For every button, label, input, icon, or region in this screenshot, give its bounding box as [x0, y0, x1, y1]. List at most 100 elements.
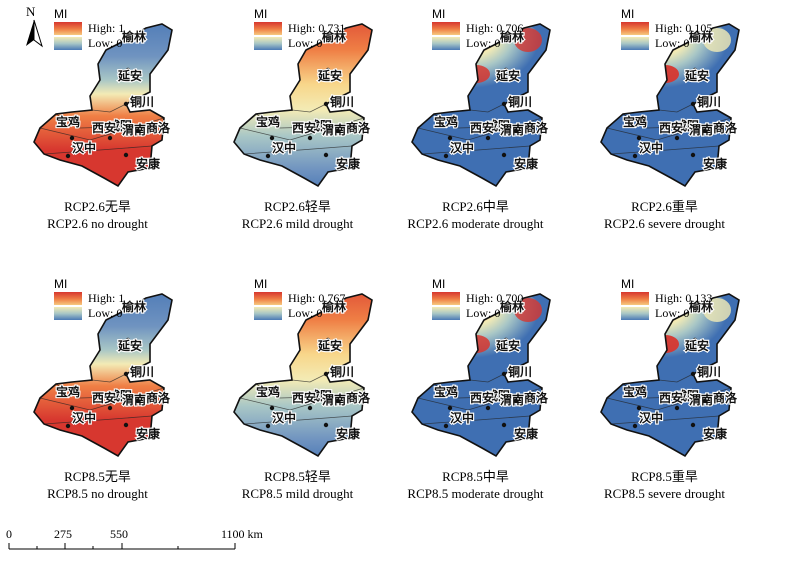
city-label: 汉中	[272, 140, 296, 155]
city-label: 渭南	[500, 392, 524, 407]
city-label: 渭南	[322, 122, 346, 137]
legend-high-label: High: 0.105	[655, 21, 713, 35]
north-arrow-icon	[26, 19, 43, 48]
city-dot	[702, 398, 708, 404]
legend: MI High: 0.105 Low: 0	[621, 7, 712, 51]
city-dot	[501, 101, 507, 107]
city-dot	[702, 128, 708, 134]
legend-high-swatch	[621, 292, 649, 305]
city-dot	[123, 371, 129, 377]
legend-title: MI	[432, 7, 446, 21]
city-dot	[674, 405, 680, 411]
legend-low-label: Low: 0	[288, 36, 323, 50]
legend-low-label: Low: 0	[88, 306, 123, 320]
city-label: 汉中	[450, 140, 474, 155]
city-dot	[307, 405, 313, 411]
city-dot	[626, 391, 632, 397]
caption-en: RCP8.5 no drought	[47, 486, 148, 501]
city-dot	[323, 371, 329, 377]
city-dot	[269, 135, 275, 141]
city-dot	[259, 121, 265, 127]
legend-title: MI	[54, 277, 68, 291]
city-label: 咸阳	[486, 388, 510, 403]
legend-title: MI	[621, 7, 635, 21]
city-label: 安康	[703, 426, 728, 441]
city-dot	[125, 337, 131, 343]
city-label: 榆林	[322, 29, 346, 44]
city-label: 西安	[470, 390, 494, 405]
city-dot	[485, 135, 491, 141]
city-label: 铜川	[330, 94, 354, 109]
city-label: 西安	[92, 390, 116, 405]
city-dot	[325, 337, 331, 343]
city-dot	[632, 153, 638, 159]
caption-en: RCP2.6 mild drought	[241, 216, 354, 231]
map-panel: 榆林 延安 铜川 宝鸡 咸阳 西安 渭南 商洛 汉中 安康 MI High: 1 Low: 0 R…	[0, 270, 195, 528]
city-label: 汉中	[639, 140, 663, 155]
caption-cn: RCP2.6轻旱	[264, 199, 331, 214]
city-label: 商洛	[346, 120, 371, 135]
city-label: 咸阳	[308, 388, 332, 403]
city-label: 榆林	[122, 29, 146, 44]
city-label: 西安	[659, 390, 683, 405]
city-dot	[447, 135, 453, 141]
legend: MI High: 0.133 Low: 0	[621, 277, 712, 321]
city-dot	[65, 423, 71, 429]
city-dot	[501, 422, 507, 428]
city-dot	[473, 394, 479, 400]
legend: MI High: 1 Low: 0	[54, 7, 124, 51]
city-dot	[123, 152, 129, 158]
scale-bar: 0 275 550 1100 km	[6, 527, 286, 557]
legend-high-label: High: 1	[88, 21, 125, 35]
legend: MI High: 0.700 Low: 0	[432, 277, 523, 321]
city-dot	[125, 305, 131, 311]
city-label: 铜川	[697, 364, 721, 379]
city-label: 渭南	[689, 122, 713, 137]
city-label: 铜川	[508, 94, 532, 109]
city-dot	[503, 35, 509, 41]
city-dot	[325, 67, 331, 73]
city-dot	[437, 121, 443, 127]
city-label: 商洛	[713, 390, 738, 405]
city-label: 铜川	[130, 94, 154, 109]
city-dot	[125, 67, 131, 73]
city-dot	[323, 422, 329, 428]
legend-title: MI	[54, 7, 68, 21]
city-dot	[307, 135, 313, 141]
legend-title: MI	[432, 277, 446, 291]
legend-low-label: Low: 0	[655, 36, 690, 50]
city-dot	[632, 423, 638, 429]
city-label: 咸阳	[675, 388, 699, 403]
caption-cn: RCP8.5中旱	[442, 469, 509, 484]
city-label: 铜川	[697, 94, 721, 109]
city-dot	[323, 152, 329, 158]
legend-low-swatch	[254, 307, 282, 320]
city-label: 商洛	[146, 120, 171, 135]
city-label: 延安	[317, 68, 342, 83]
city-dot	[107, 135, 113, 141]
legend-title: MI	[621, 277, 635, 291]
city-label: 榆林	[500, 29, 524, 44]
city-label: 西安	[292, 120, 316, 135]
legend-low-swatch	[54, 37, 82, 50]
scale-label-1100: 1100 km	[221, 527, 263, 541]
city-dot	[662, 394, 668, 400]
map-panel: 榆林 延安 铜川 宝鸡 咸阳 西安 渭南 商洛 汉中 安康 MI High: 0.706 Low:…	[378, 0, 573, 258]
legend-low-swatch	[54, 307, 82, 320]
caption-cn: RCP8.5轻旱	[264, 469, 331, 484]
city-label: 西安	[659, 120, 683, 135]
legend-low-label: Low: 0	[466, 306, 501, 320]
city-dot	[690, 152, 696, 158]
caption-en: RCP2.6 no drought	[47, 216, 148, 231]
city-dot	[503, 67, 509, 73]
city-dot	[335, 398, 341, 404]
city-label: 榆林	[689, 299, 713, 314]
caption-en: RCP8.5 moderate drought	[407, 486, 544, 501]
city-dot	[501, 371, 507, 377]
north-arrow: N	[18, 4, 48, 50]
caption-cn: RCP2.6中旱	[442, 199, 509, 214]
city-label: 汉中	[72, 410, 96, 425]
